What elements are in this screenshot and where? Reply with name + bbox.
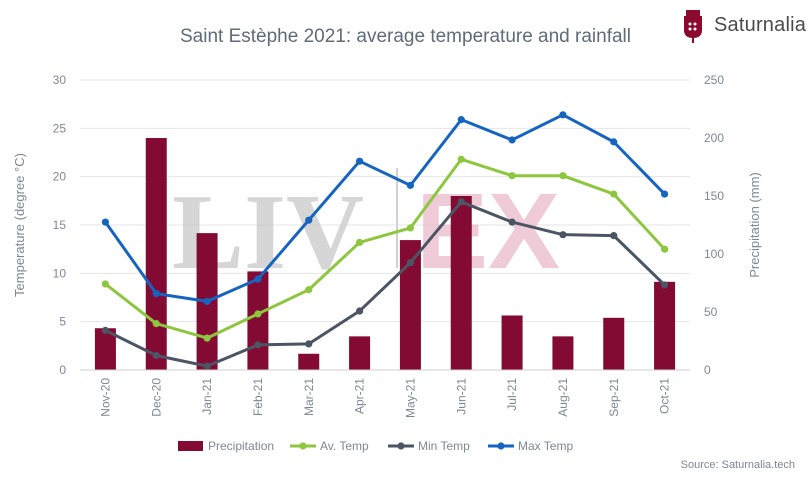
series-point — [101, 280, 110, 288]
y-left-tick-label: 25 — [53, 121, 67, 135]
chart-title: Saint Estèphe 2021: average temperature … — [179, 26, 632, 47]
series-point — [660, 190, 669, 198]
series-point — [355, 238, 364, 246]
legend-swatch-marker — [497, 442, 505, 450]
series-point — [406, 181, 415, 189]
series-point — [254, 310, 262, 318]
series-point — [559, 231, 567, 239]
y-left-tick-label: 30 — [53, 73, 67, 87]
y-right-tick-label: 200 — [704, 131, 724, 145]
series-point — [406, 259, 415, 267]
y-right-tick-label: 0 — [704, 363, 711, 377]
bar-precipitation — [501, 315, 523, 370]
x-tick-label: Jan-21 — [200, 378, 214, 415]
legend-swatch-marker — [299, 442, 307, 450]
series-point — [203, 297, 211, 305]
series-point — [610, 138, 618, 146]
series-point — [152, 351, 160, 360]
series-point — [305, 286, 313, 294]
bar-precipitation — [450, 196, 472, 370]
bar-precipitation — [603, 317, 625, 370]
y-right-axis-label: Precipitation (mm) — [747, 172, 762, 277]
bar-precipitation — [349, 336, 371, 370]
y-right-tick-label: 100 — [704, 247, 724, 261]
x-tick-label: Oct-21 — [658, 378, 672, 414]
x-tick-label: Mar-21 — [302, 378, 316, 416]
bar-precipitation — [94, 328, 116, 370]
x-tick-label: Feb-21 — [251, 378, 265, 416]
x-tick-label: May-21 — [403, 378, 417, 418]
legend-label: Min Temp — [418, 439, 470, 453]
x-tick-label: Aug-21 — [556, 378, 570, 417]
y-left-tick-label: 10 — [53, 266, 67, 280]
x-tick-label: Apr-21 — [353, 378, 367, 414]
y-right-tick-label: 250 — [704, 73, 724, 87]
series-point — [305, 216, 313, 224]
series-point — [559, 111, 567, 119]
legend-swatch-bar — [178, 441, 203, 451]
y-left-axis-label: Temperature (degree °C) — [12, 153, 27, 297]
series-point — [254, 275, 262, 283]
source-note: Source: Saturnalia.tech — [680, 459, 795, 471]
series-point — [152, 290, 160, 298]
series-point — [508, 172, 516, 180]
series-point — [355, 157, 364, 165]
bar-precipitation — [552, 336, 574, 370]
legend-swatch-marker — [397, 442, 405, 450]
x-tick-label: Jul-21 — [505, 378, 519, 411]
series-line — [103, 200, 667, 368]
series-point — [457, 198, 465, 206]
x-tick-label: Sep-21 — [607, 378, 621, 417]
bar-precipitation — [298, 353, 320, 370]
series-point — [508, 136, 516, 144]
series-point — [101, 218, 110, 226]
series-point — [660, 245, 669, 253]
x-tick-label: Dec-20 — [149, 378, 163, 417]
series-point — [254, 341, 262, 349]
series-point — [610, 232, 618, 240]
series-point — [152, 320, 160, 328]
series-point — [203, 362, 211, 370]
series-point — [559, 172, 567, 180]
y-right-tick-label: 50 — [704, 305, 718, 319]
brand-logo: Saturnalia — [676, 6, 806, 46]
bar-precipitation — [247, 271, 269, 370]
bar-precipitation — [145, 138, 167, 370]
series-point — [457, 116, 465, 124]
y-left-tick-label: 20 — [53, 170, 67, 184]
series-point — [406, 224, 415, 232]
y-right-tick-label: 150 — [704, 189, 724, 203]
series-point — [660, 281, 669, 289]
x-tick-label: Jun-21 — [454, 378, 468, 415]
brand-name: Saturnalia — [714, 14, 807, 36]
series-point — [101, 326, 110, 334]
series-point — [610, 190, 618, 198]
bar-precipitation — [399, 240, 421, 370]
series-line — [103, 157, 667, 340]
series-line — [103, 113, 667, 303]
legend-label: Precipitation — [208, 439, 274, 453]
wine-glass-icon — [684, 10, 702, 43]
legend-label: Av. Temp — [320, 439, 369, 453]
bar-precipitation — [654, 281, 676, 370]
series-point — [508, 218, 516, 226]
series-point — [305, 340, 313, 348]
series-point — [355, 307, 364, 315]
y-left-tick-label: 5 — [59, 315, 66, 329]
legend-label: Max Temp — [518, 439, 573, 453]
series-point — [203, 334, 211, 342]
y-left-tick-label: 0 — [59, 363, 66, 377]
series-point — [457, 155, 465, 163]
x-tick-label: Nov-20 — [98, 378, 112, 417]
y-left-tick-label: 15 — [53, 218, 67, 232]
